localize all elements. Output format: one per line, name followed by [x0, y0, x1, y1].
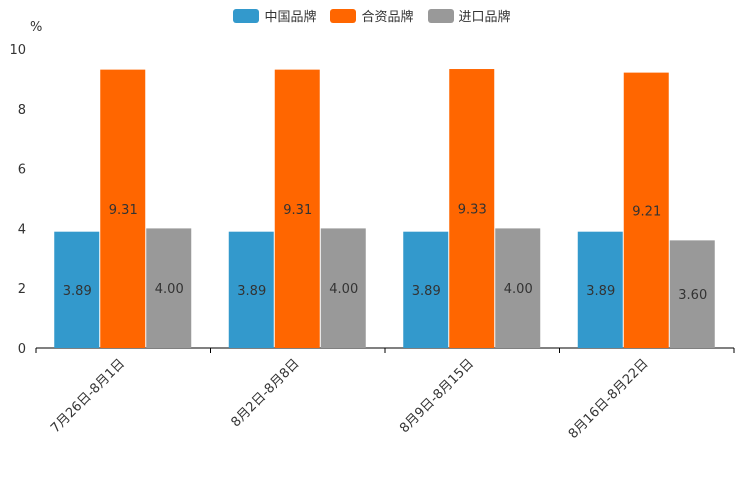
y-tick-label-5: 10 [9, 43, 26, 58]
x-category-label-3: 8月16日-8月22日 [566, 356, 652, 442]
data-label-1-3: 9.21 [632, 204, 661, 219]
data-label-2-0: 4.00 [155, 282, 184, 297]
y-axis-unit-label: % [30, 20, 43, 35]
data-label-2-1: 4.00 [329, 282, 358, 297]
bar-2-1 [320, 228, 366, 348]
data-label-0-1: 3.89 [237, 284, 266, 299]
data-label-0-2: 3.89 [412, 284, 441, 299]
y-tick-label-3: 6 [18, 163, 26, 178]
data-label-0-3: 3.89 [586, 284, 615, 299]
bar-2-3 [669, 240, 715, 348]
bar-1-1 [274, 69, 320, 349]
chart-legend: 中国品牌 合资品牌 进口品牌 [0, 6, 744, 25]
legend-label-joint-venture-brand: 合资品牌 [361, 10, 414, 25]
y-tick-label-2: 4 [18, 222, 26, 237]
x-category-label-2: 8月9日-8月15日 [397, 356, 477, 436]
data-label-0-0: 3.89 [63, 284, 92, 299]
legend-swatch-china-brand [233, 8, 260, 23]
bar-1-0 [100, 69, 146, 349]
legend-swatch-import-brand [427, 8, 454, 23]
bar-0-1 [228, 231, 274, 348]
y-tick-label-1: 2 [18, 282, 26, 297]
data-label-1-1: 9.31 [283, 203, 312, 218]
data-label-2-3: 3.60 [678, 288, 707, 303]
y-tick-label-4: 8 [18, 103, 26, 118]
legend-label-china-brand: 中国品牌 [264, 10, 317, 25]
y-tick-label-0: 0 [18, 342, 26, 357]
data-label-1-0: 9.31 [109, 203, 138, 218]
data-label-2-2: 4.00 [504, 282, 533, 297]
legend-swatch-joint-venture-brand [330, 8, 357, 23]
bar-2-0 [146, 228, 192, 348]
bar-0-0 [54, 231, 100, 348]
bar-1-3 [623, 72, 669, 348]
x-category-label-1: 8月2日-8月8日 [228, 356, 302, 430]
legend-item-china-brand[interactable]: 中国品牌 [233, 6, 316, 25]
data-label-1-2: 9.33 [458, 203, 487, 218]
bar-0-2 [403, 231, 449, 348]
legend-item-import-brand[interactable]: 进口品牌 [427, 6, 511, 25]
bar-0-3 [577, 231, 623, 348]
legend-item-joint-venture-brand[interactable]: 合资品牌 [330, 6, 414, 25]
bar-2-2 [495, 228, 541, 348]
legend-label-import-brand: 进口品牌 [458, 10, 511, 25]
bar-1-2 [449, 69, 495, 349]
x-category-label-0: 7月26日-8月1日 [48, 356, 128, 436]
